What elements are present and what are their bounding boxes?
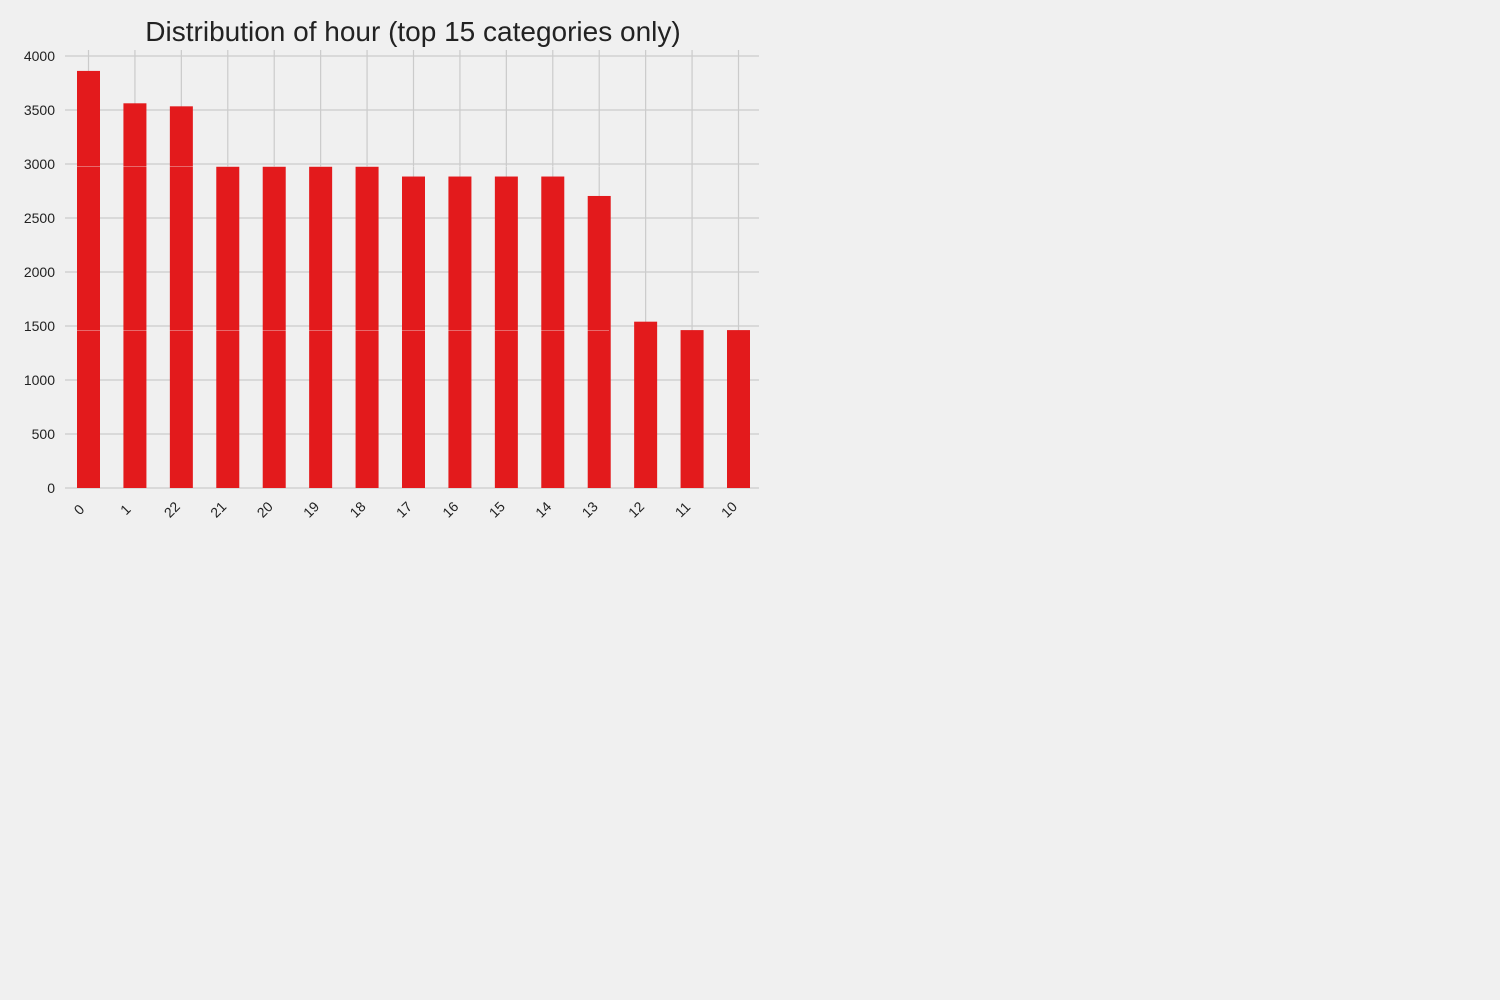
x-tick-label: 0 (71, 501, 88, 518)
x-tick-label: 1 (117, 501, 134, 518)
x-tick-label: 13 (579, 498, 601, 520)
bar-11 (680, 330, 704, 488)
y-tick-label: 3500 (24, 102, 55, 118)
x-tick-label: 18 (346, 498, 368, 520)
x-tick-label: 15 (486, 498, 508, 520)
bar-15 (494, 176, 518, 488)
x-tick-label: 19 (300, 498, 322, 520)
x-tick-label: 11 (672, 499, 694, 521)
y-tick-label: 0 (47, 480, 55, 496)
x-tick-label: 16 (439, 498, 461, 520)
x-tick-label: 20 (254, 498, 276, 520)
bar-17 (402, 176, 425, 488)
bar-18 (355, 166, 379, 489)
x-tick-label: 10 (718, 498, 740, 520)
y-tick-label: 500 (32, 426, 56, 442)
bar-13 (587, 195, 611, 488)
y-tick-label: 4000 (24, 48, 55, 64)
bar-0 (77, 70, 100, 489)
x-tick-label: 21 (207, 498, 229, 520)
x-axis-ticks: 0 1 22 21 20 19 18 17 16 15 14 13 12 11 10 (71, 498, 741, 520)
bar-16 (448, 176, 472, 488)
bars (75, 70, 750, 489)
bar-10 (727, 330, 750, 488)
y-tick-label: 1500 (24, 318, 55, 334)
bar-14 (541, 176, 565, 488)
x-tick-label: 17 (393, 498, 415, 520)
y-axis-ticks: 0 500 1000 1500 2000 2500 3000 3500 4000 (24, 48, 55, 496)
x-tick-label: 12 (625, 498, 647, 520)
x-tick-label: 22 (161, 498, 183, 520)
bar-22 (169, 106, 193, 488)
bar-19 (309, 166, 333, 489)
bar-20 (262, 166, 286, 489)
bar-21 (216, 166, 240, 489)
chart-title: Distribution of hour (top 15 categories … (145, 16, 680, 47)
y-tick-label: 1000 (24, 372, 55, 388)
y-tick-label: 3000 (24, 156, 55, 172)
x-tick-label: 14 (532, 498, 554, 520)
y-tick-label: 2500 (24, 210, 55, 226)
y-tick-label: 2000 (24, 264, 55, 280)
bar-1 (123, 103, 147, 488)
bar-12 (634, 321, 658, 488)
